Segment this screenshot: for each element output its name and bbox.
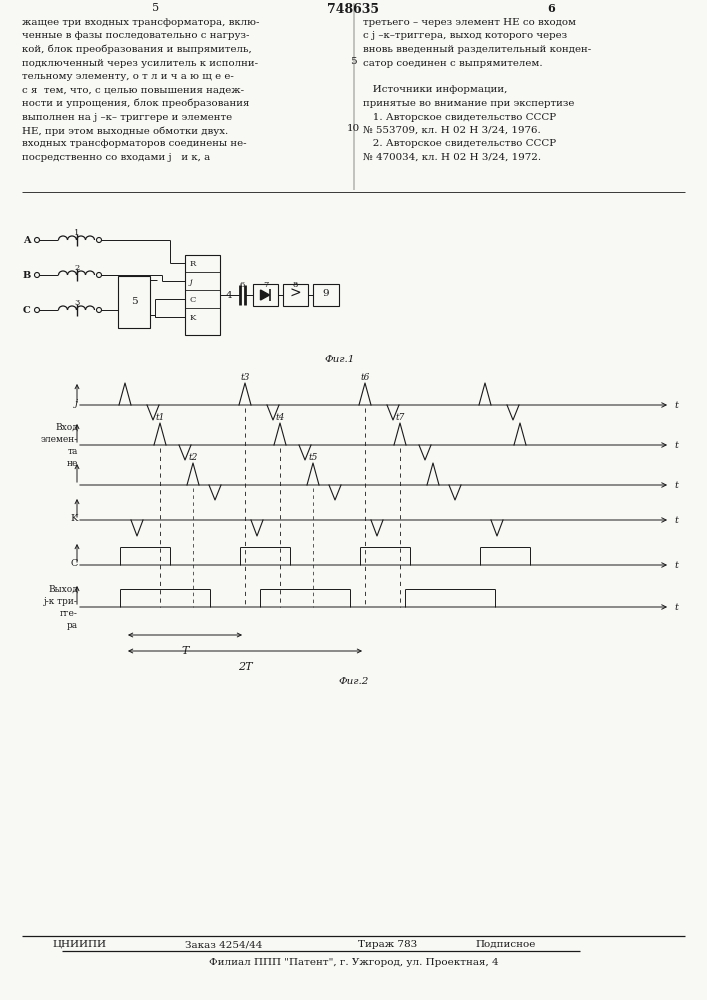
Text: принятые во внимание при экспертизе: принятые во внимание при экспертизе [363, 99, 574, 108]
Text: t2: t2 [188, 453, 198, 462]
Text: гге-: гге- [60, 609, 78, 618]
Text: посредственно со входами ј   и к, а: посредственно со входами ј и к, а [22, 153, 210, 162]
Text: B: B [23, 271, 31, 280]
Text: та: та [68, 447, 78, 456]
Text: вновь введенный разделительный конден-: вновь введенный разделительный конден- [363, 45, 591, 54]
Text: Филиал ППП "Патент", г. Ужгород, ул. Проектная, 4: Филиал ППП "Патент", г. Ужгород, ул. Про… [209, 958, 498, 967]
Text: t: t [674, 401, 678, 410]
Text: 5: 5 [152, 3, 159, 13]
Text: с j –к–триггера, выход которого через: с j –к–триггера, выход которого через [363, 31, 567, 40]
Text: t3: t3 [240, 373, 250, 382]
Text: жащее три входных трансформатора, вклю-: жащее три входных трансформатора, вклю- [22, 18, 259, 27]
Text: 3: 3 [74, 299, 80, 307]
Text: третьего – через элемент НЕ со входом: третьего – через элемент НЕ со входом [363, 18, 576, 27]
Text: ности и упрощения, блок преобразования: ности и упрощения, блок преобразования [22, 99, 250, 108]
Text: Фиг.1: Фиг.1 [325, 355, 355, 364]
Text: с я  тем, что, с целью повышения надеж-: с я тем, что, с целью повышения надеж- [22, 86, 244, 95]
Text: 2: 2 [74, 264, 80, 272]
Text: № 470034, кл. Н 02 Н 3/24, 1972.: № 470034, кл. Н 02 Н 3/24, 1972. [363, 153, 541, 162]
Text: 5: 5 [131, 298, 137, 306]
Text: t4: t4 [275, 413, 285, 422]
Text: Вход: Вход [55, 423, 78, 432]
Text: 7: 7 [263, 281, 268, 289]
Text: R: R [190, 260, 197, 268]
Text: j: j [75, 399, 78, 408]
Text: выполнен на j –к– триггере и элементе: выполнен на j –к– триггере и элементе [22, 112, 232, 121]
Bar [253, 284, 278, 306]
Text: C: C [23, 306, 30, 315]
Text: 6: 6 [548, 3, 555, 14]
Text: C: C [71, 559, 78, 568]
Text: 748635: 748635 [327, 3, 380, 16]
Text: 6: 6 [240, 281, 245, 289]
Text: Источники информации,: Источники информации, [363, 86, 508, 95]
Text: подключенный через усилитель к исполни-: подключенный через усилитель к исполни- [22, 58, 258, 68]
Text: t6: t6 [361, 373, 370, 382]
Text: 2T: 2T [238, 662, 252, 672]
Text: 9: 9 [322, 290, 329, 298]
Polygon shape [260, 290, 269, 300]
Text: № 553709, кл. Н 02 Н 3/24, 1976.: № 553709, кл. Н 02 Н 3/24, 1976. [363, 126, 541, 135]
Text: t: t [674, 561, 678, 570]
Text: ЦНИИПИ: ЦНИИПИ [52, 940, 106, 949]
Text: 5: 5 [350, 56, 357, 66]
Text: сатор соединен с выпрямителем.: сатор соединен с выпрямителем. [363, 58, 543, 68]
Text: j-к три-: j-к три- [44, 597, 78, 606]
Text: T: T [181, 646, 189, 656]
Text: t1: t1 [156, 413, 165, 422]
Text: 2. Авторское свидетельство СССР: 2. Авторское свидетельство СССР [363, 139, 556, 148]
Bar [313, 284, 339, 306]
Text: Тираж 783: Тираж 783 [358, 940, 417, 949]
Text: A: A [23, 236, 30, 245]
Text: НЕ, при этом выходные обмотки двух.: НЕ, при этом выходные обмотки двух. [22, 126, 228, 135]
Text: ра: ра [67, 621, 78, 630]
Text: Заказ 4254/44: Заказ 4254/44 [185, 940, 262, 949]
Text: Подписное: Подписное [475, 940, 535, 949]
Text: t: t [674, 516, 678, 525]
Bar [283, 284, 308, 306]
Text: 4: 4 [226, 290, 233, 300]
Text: t: t [674, 481, 678, 490]
Text: t5: t5 [308, 453, 317, 462]
Text: ченные в фазы последовательно с нагруз-: ченные в фазы последовательно с нагруз- [22, 31, 250, 40]
Text: t7: t7 [395, 413, 404, 422]
Text: элемен-: элемен- [41, 435, 78, 444]
Text: тельному элементу, о т л и ч а ю щ е е-: тельному элементу, о т л и ч а ю щ е е- [22, 72, 234, 81]
Text: входных трансформаторов соединены не-: входных трансформаторов соединены не- [22, 139, 247, 148]
Text: 1. Авторское свидетельство СССР: 1. Авторское свидетельство СССР [363, 112, 556, 121]
Text: K: K [190, 314, 197, 322]
Text: кой, блок преобразования и выпрямитель,: кой, блок преобразования и выпрямитель, [22, 45, 252, 54]
Text: не: не [66, 459, 78, 468]
Bar [118, 276, 150, 328]
Bar [185, 255, 220, 335]
Text: Выход: Выход [48, 585, 78, 594]
Text: j: j [190, 278, 192, 286]
Text: 1: 1 [74, 229, 80, 237]
Text: >: > [290, 287, 301, 301]
Text: Фиг.2: Фиг.2 [339, 677, 368, 686]
Text: 8: 8 [293, 281, 298, 289]
Text: t: t [674, 441, 678, 450]
Text: t: t [674, 603, 678, 612]
Text: C: C [190, 296, 197, 304]
Text: 10: 10 [347, 124, 360, 133]
Text: K: K [71, 514, 78, 523]
